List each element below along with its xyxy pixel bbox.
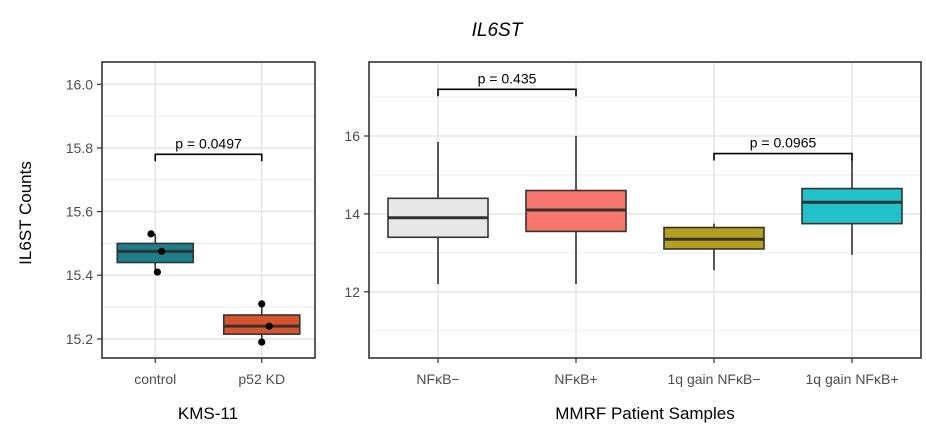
y-tick-label: 14 — [344, 206, 360, 222]
x-axis-label-mmrf: MMRF Patient Samples — [555, 404, 735, 423]
y-tick-label: 16 — [344, 128, 360, 144]
x-axis-label-kms11: KMS-11 — [178, 404, 238, 423]
p-value-label: p = 0.0965 — [750, 135, 817, 151]
y-tick-label: 15.4 — [66, 267, 93, 283]
significance-bracket — [713, 152, 853, 161]
y-tick-label: 15.8 — [66, 140, 93, 156]
y-axis-label: IL6ST Counts — [16, 161, 35, 265]
box-4 — [801, 187, 903, 225]
x-tick-label: NFκB+ — [554, 371, 597, 387]
p-value-label: p = 0.0497 — [175, 135, 242, 151]
p-value-label: p = 0.435 — [478, 70, 537, 86]
panel-kms11: 15.2 15.4 15.6 15.8 16.0 control p52 KD p = 0.0… — [66, 61, 316, 387]
y-tick-label: 15.2 — [66, 331, 93, 347]
chart-title: IL6ST — [472, 20, 524, 41]
y-tick-label: 16.0 — [66, 76, 93, 92]
panel-frame — [101, 61, 316, 359]
data-point — [158, 247, 166, 255]
data-point — [258, 300, 266, 308]
box-2 — [222, 314, 301, 335]
panel-frame — [368, 61, 922, 359]
y-tick-label: 12 — [344, 284, 360, 300]
data-point — [153, 268, 161, 276]
panel-mmrf: 12 14 16 NFκB− NFκB+ 1q gain NFκB− 1q gain NFκ… — [344, 61, 922, 387]
x-tick-label: NFκB− — [416, 371, 459, 387]
data-point — [258, 338, 266, 346]
x-tick-label: control — [134, 371, 176, 387]
x-tick-label: p52 KD — [238, 371, 285, 387]
significance-bracket — [154, 153, 263, 162]
y-tick-label: 15.6 — [66, 204, 93, 220]
box-1 — [116, 242, 195, 264]
data-point — [147, 230, 155, 238]
data-point — [265, 322, 273, 330]
x-tick-label: 1q gain NFκB+ — [806, 371, 899, 387]
significance-bracket — [437, 88, 577, 97]
x-tick-label: 1q gain NFκB− — [668, 371, 761, 387]
